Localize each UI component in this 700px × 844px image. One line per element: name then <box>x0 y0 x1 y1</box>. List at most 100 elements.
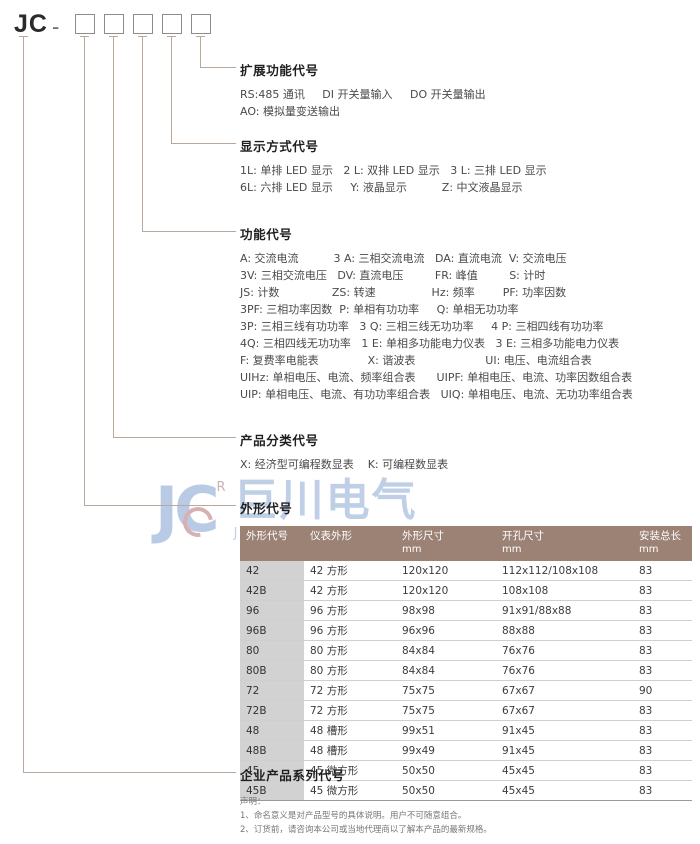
table-cell-install-length: 83 <box>633 620 692 641</box>
table-cell-meter-shape: 42 方形 <box>304 561 396 581</box>
table-cell-shape-code: 42B <box>240 580 304 601</box>
table-cell-install-length: 83 <box>633 740 692 761</box>
leader-line-vertical-function <box>142 36 144 232</box>
section-line: UIHz: 单相电压、电流、频率组合表 UIPF: 单相电压、电流、功率因数组合… <box>240 371 633 384</box>
table-cell-cutout-size: 112x112/108x108 <box>496 561 633 581</box>
table-cell-shape-code: 42 <box>240 561 304 581</box>
table-row: 96 96 方形 98x98 91x91/88x88 83 <box>240 600 692 621</box>
table-cell-install-length: 83 <box>633 561 692 581</box>
table-col-label: 外形代号 <box>246 530 288 542</box>
table-cell-cutout-size: 91x45 <box>496 720 633 741</box>
table-cell-meter-shape: 48 槽形 <box>304 720 396 741</box>
table-cell-install-length: 83 <box>633 720 692 741</box>
swirl-icon <box>177 501 219 543</box>
footer-heading: 声明： <box>240 797 266 807</box>
table-cell-meter-shape: 80 方形 <box>304 640 396 661</box>
table-cell-shape-code: 48 <box>240 720 304 741</box>
table-cell-install-length: 83 <box>633 760 692 781</box>
section-extension-function-code: 扩展功能代号 RS:485 通讯 DI 开关量输入 DO 开关量输出 AO: 模… <box>240 60 486 120</box>
table-cell-install-length: 83 <box>633 640 692 661</box>
section-line: UIP: 单相电压、电流、有功功率组合表 UIQ: 单相电压、电流、无功功率组合… <box>240 388 633 401</box>
model-box-5 <box>191 14 211 34</box>
leader-line-horizontal-display <box>171 143 236 145</box>
section-title: 功能代号 <box>240 227 293 242</box>
table-cell-meter-shape: 96 方形 <box>304 620 396 641</box>
section-line: 3PF: 三相功率因数 P: 单相有功功率 Q: 单相无功功率 <box>240 303 519 316</box>
leader-line-vertical-display <box>171 36 173 144</box>
table-cell-meter-shape: 96 方形 <box>304 600 396 621</box>
leader-tick-extension <box>196 36 205 38</box>
model-box-2 <box>104 14 124 34</box>
model-prefix: JC <box>14 10 48 38</box>
table-cell-outline-size: 99x51 <box>396 720 496 741</box>
table-cell-shape-code: 48B <box>240 740 304 761</box>
table-row: 48 48 槽形 99x51 91x45 83 <box>240 720 692 741</box>
leader-line-vertical-category <box>113 36 115 438</box>
model-box-1 <box>75 14 95 34</box>
footer-note: 2、订货前，请咨询本公司或当地代理商以了解本产品的最新规格。 <box>240 825 492 835</box>
table-cell-shape-code: 72 <box>240 680 304 701</box>
table-col-header-install-length: 安装总长 mm <box>633 526 692 561</box>
table-col-header-meter-shape: 仪表外形 <box>304 526 396 561</box>
table-row: 72B 72 方形 75x75 67x67 83 <box>240 700 692 721</box>
footer-note: 1、命名意义是对产品型号的具体说明。用户不可随意组合。 <box>240 811 467 821</box>
table-cell-meter-shape: 45 微方形 <box>304 760 396 781</box>
section-line: 6L: 六排 LED 显示 Y: 液晶显示 Z: 中文液晶显示 <box>240 181 523 194</box>
table-cell-cutout-size: 108x108 <box>496 580 633 601</box>
table-cell-shape-code: 45B <box>240 780 304 801</box>
leader-line-vertical-extension <box>200 36 202 68</box>
table-row: 96B 96 方形 96x96 88x88 83 <box>240 620 692 641</box>
table-row: 72 72 方形 75x75 67x67 90 <box>240 680 692 701</box>
table-cell-cutout-size: 76x76 <box>496 640 633 661</box>
table-cell-install-length: 83 <box>633 700 692 721</box>
table-row: 42B 42 方形 120x120 108x108 83 <box>240 580 692 601</box>
leader-line-horizontal-function <box>142 231 236 233</box>
footer-declaration: 声明： 1、命名意义是对产品型号的具体说明。用户不可随意组合。 2、订货前，请咨… <box>240 795 492 837</box>
table-cell-meter-shape: 72 方形 <box>304 700 396 721</box>
section-shape-code: 外形代号 <box>240 498 292 524</box>
table-cell-shape-code: 72B <box>240 700 304 721</box>
table-col-unit: mm <box>639 544 659 555</box>
section-line: F: 复费率电能表 X: 谐波表 UI: 电压、电流组合表 <box>240 354 592 367</box>
section-line: 3P: 三相三线有功功率 3 Q: 三相三线无功功率 4 P: 三相四线有功功率 <box>240 320 604 333</box>
table-cell-outline-size: 96x96 <box>396 620 496 641</box>
table-cell-cutout-size: 91x45 <box>496 740 633 761</box>
table-cell-install-length: 83 <box>633 780 692 801</box>
table-cell-shape-code: 96B <box>240 620 304 641</box>
section-title: 企业产品系列代号 <box>240 768 345 783</box>
leader-line-horizontal-enterprise <box>23 772 236 774</box>
leader-line-horizontal-extension <box>200 67 236 69</box>
section-line: A: 交流电流 3 A: 三相交流电流 DA: 直流电流 V: 交流电压 <box>240 252 567 265</box>
table-cell-cutout-size: 45x45 <box>496 760 633 781</box>
leader-tick-enterprise <box>19 36 28 38</box>
table-header-row: 外形代号 仪表外形 外形尺寸 mm 开孔尺寸 mm 安装总长 mm <box>240 526 692 561</box>
model-separator: - <box>52 14 60 39</box>
table-cell-meter-shape: 42 方形 <box>304 580 396 601</box>
section-display-mode-code: 显示方式代号 1L: 单排 LED 显示 2 L: 双排 LED 显示 3 L:… <box>240 136 547 196</box>
table-cell-install-length: 90 <box>633 680 692 701</box>
table-cell-shape-code: 96 <box>240 600 304 621</box>
section-title: 扩展功能代号 <box>240 63 319 78</box>
table-row: 48B 48 槽形 99x49 91x45 83 <box>240 740 692 761</box>
table-cell-outline-size: 98x98 <box>396 600 496 621</box>
watermark-jc-logo: JC R <box>155 479 226 543</box>
table-cell-outline-size: 120x120 <box>396 580 496 601</box>
table-cell-install-length: 83 <box>633 600 692 621</box>
leader-line-horizontal-category <box>113 437 236 439</box>
table-cell-shape-code: 80B <box>240 660 304 681</box>
table-col-header-outline-size: 外形尺寸 mm <box>396 526 496 561</box>
table-cell-outline-size: 99x49 <box>396 740 496 761</box>
section-line: JS: 计数 ZS: 转速 Hz: 频率 PF: 功率因数 <box>240 286 567 299</box>
table-cell-outline-size: 50x50 <box>396 760 496 781</box>
table-cell-cutout-size: 91x91/88x88 <box>496 600 633 621</box>
table-col-label: 开孔尺寸 <box>502 530 544 542</box>
leader-tick-category <box>109 36 118 38</box>
table-row: 80B 80 方形 84x84 76x76 83 <box>240 660 692 681</box>
table-cell-meter-shape: 48 槽形 <box>304 740 396 761</box>
registered-mark-icon: R <box>216 480 226 495</box>
section-function-code: 功能代号 A: 交流电流 3 A: 三相交流电流 DA: 直流电流 V: 交流电… <box>240 224 633 403</box>
table-cell-outline-size: 50x50 <box>396 780 496 801</box>
section-title: 外形代号 <box>240 501 293 516</box>
table-cell-install-length: 83 <box>633 660 692 681</box>
table-col-label: 仪表外形 <box>310 530 352 542</box>
